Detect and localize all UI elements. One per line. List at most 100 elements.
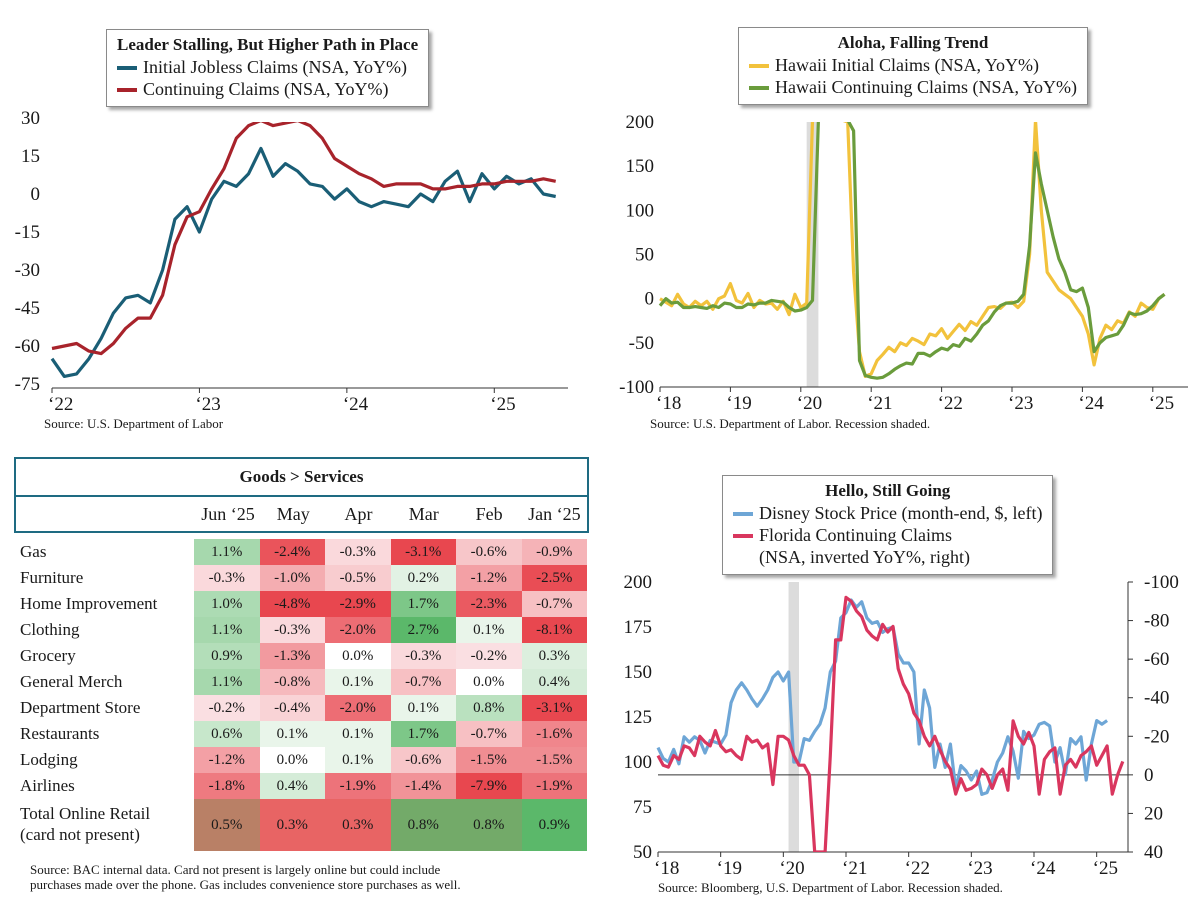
table-cell: 0.1% <box>325 721 391 747</box>
table-row-label: General Merch <box>20 672 123 691</box>
table-row: Total Online Retail (card not present) 0.5… <box>14 799 589 851</box>
x-tick-label: ‘24 <box>1078 393 1104 414</box>
table-source-line2: purchases made over the phone. Gas inclu… <box>30 877 461 892</box>
y-tick-label: 100 <box>626 200 655 221</box>
table-cell: -3.1% <box>521 695 587 721</box>
chart2-source: Source: U.S. Department of Labor. Recess… <box>650 416 931 431</box>
chart2-legend-label-initial: Hawaii Initial Claims (NSA, YoY%) <box>775 55 1039 75</box>
table-cell: -1.6% <box>521 721 587 747</box>
y-tick-label-left: 200 <box>624 572 653 593</box>
table-cell: -1.8% <box>194 773 260 799</box>
recession-shade <box>788 582 799 852</box>
table-cell: -0.5% <box>325 565 391 591</box>
chart4-legend-label-disney: Disney Stock Price (month-end, $, left) <box>759 503 1043 523</box>
table-cell: 1.0% <box>194 591 260 617</box>
table-header-cell: May <box>276 504 310 524</box>
table-cell: 0.0% <box>325 643 391 669</box>
chart2-legend: Aloha, Falling Trend Hawaii Initial Clai… <box>738 27 1089 105</box>
table-cell: -1.3% <box>259 643 325 669</box>
y-tick-label: 150 <box>626 156 655 177</box>
table-row-label: Home Improvement <box>20 594 158 613</box>
table-cell: -1.9% <box>325 773 391 799</box>
table-row: Restaurants 0.6% 0.1% 0.1% 1.7% -0.7% -1.6% <box>14 721 589 747</box>
table-row: Furniture -0.3% -1.0% -0.5% 0.2% -1.2% -2.5% <box>14 565 589 591</box>
x-tick-label: ‘21 <box>867 393 892 414</box>
y-tick-label-left: 125 <box>624 707 653 728</box>
x-tick-label: ‘25 <box>490 394 515 415</box>
table-cell: 0.8% <box>456 695 522 721</box>
chart2-legend-entry: Hawaii Continuing Claims (NSA, YoY%) <box>749 76 1077 98</box>
table-cell: -0.3% <box>259 617 325 643</box>
table-title: Goods > Services <box>14 457 589 495</box>
table-row-label: Airlines <box>20 776 75 795</box>
table-cell: -2.4% <box>259 539 325 565</box>
table-header-cell: Jun ‘25 <box>201 504 255 524</box>
chart2-title: Aloha, Falling Trend <box>837 33 989 52</box>
y-tick-label-right: 0 <box>1144 765 1154 786</box>
table-cell: -0.2% <box>456 643 522 669</box>
x-tick-label: ‘20 <box>779 858 804 879</box>
table-cell: -0.3% <box>325 539 391 565</box>
x-tick-label: ‘22 <box>905 858 930 879</box>
table-cell: 0.1% <box>390 695 456 721</box>
chart1-source: Source: U.S. Department of Labor <box>44 416 224 431</box>
table-cell: -1.0% <box>259 565 325 591</box>
x-tick-label: ‘24 <box>343 394 369 415</box>
x-tick-label: ‘18 <box>654 858 679 879</box>
table-cell: -0.8% <box>259 669 325 695</box>
y-tick-label-right: 20 <box>1144 803 1163 824</box>
table-cell: -3.1% <box>390 539 456 565</box>
table-cell: 0.5% <box>194 799 260 851</box>
chart4-legend-entry: Disney Stock Price (month-end, $, left) <box>733 502 1042 524</box>
chart4-legend-swatch-florida <box>733 534 753 538</box>
table-cell: -2.0% <box>325 695 391 721</box>
x-tick-label: ‘25 <box>1149 393 1174 414</box>
table-row-label: Total Online Retail (card not present) <box>20 804 151 844</box>
table-row: Airlines -1.8% 0.4% -1.9% -1.4% -7.9% -1.9% <box>14 773 589 799</box>
table-cell: -0.4% <box>259 695 325 721</box>
table-cell: 0.1% <box>259 721 325 747</box>
series-line-0 <box>50 146 557 378</box>
table-row: General Merch 1.1% -0.8% 0.1% -0.7% 0.0% 0.4% <box>14 669 589 695</box>
table-source-line1: Source: BAC internal data. Card not pres… <box>30 862 441 877</box>
table-cell: 0.0% <box>456 669 522 695</box>
table-cell: 0.4% <box>259 773 325 799</box>
table-header-row: Jun ‘25 May Apr Mar Feb Jan ‘25 <box>14 495 589 533</box>
x-tick-label: ‘20 <box>797 393 822 414</box>
y-tick-label: -60 <box>15 336 40 357</box>
y-tick-label: 15 <box>21 146 40 167</box>
table-header-spacer <box>16 497 195 531</box>
table-body: Gas 1.1% -2.4% -0.3% -3.1% -0.6% -0.9% Furnitur… <box>14 533 589 851</box>
x-tick-label: ‘23 <box>195 394 220 415</box>
table-cell: 1.1% <box>194 539 260 565</box>
chart4-legend: Hello, Still Going Disney Stock Price (m… <box>722 475 1054 575</box>
table-cell: -0.2% <box>194 695 260 721</box>
y-tick-label: -30 <box>15 260 40 281</box>
table-cell: 0.1% <box>325 669 391 695</box>
chart1-legend-swatch-initial <box>117 66 137 70</box>
series-line-1 <box>658 122 1166 380</box>
chart-initial-vs-continuing-claims: 30 15 0 -15 -30 -45 -60 -75 ‘22 ‘23 ‘24 ‘25 <box>15 108 568 415</box>
chart1-legend-entry: Continuing Claims (NSA, YoY%) <box>117 78 418 100</box>
table-cell: -0.3% <box>390 643 456 669</box>
y-tick-label: -50 <box>629 333 654 354</box>
y-tick-label-right: -60 <box>1144 649 1169 670</box>
table-cell: -0.7% <box>521 591 587 617</box>
x-tick-label: ‘23 <box>1008 393 1033 414</box>
table-cell: 0.6% <box>194 721 260 747</box>
table-cell: -0.7% <box>390 669 456 695</box>
table-row-label: Furniture <box>20 568 84 587</box>
y-tick-label-right: 40 <box>1144 842 1163 863</box>
chart2-legend-entry: Hawaii Initial Claims (NSA, YoY%) <box>749 54 1077 76</box>
chart-hawaii-claims: 200 150 100 50 0 -50 -100‘18 ‘19 ‘20 ‘21 ‘22 ‘23 ‘24… <box>619 112 1188 414</box>
table-cell: -0.7% <box>456 721 522 747</box>
x-tick-label: ‘24 <box>1030 858 1056 879</box>
table-source: Source: BAC internal data. Card not pres… <box>30 862 461 892</box>
table-cell: 1.1% <box>194 669 260 695</box>
table-row: Home Improvement 1.0% -4.8% -2.9% 1.7% -2.3% -… <box>14 591 589 617</box>
chart4-legend-label-florida-line1: Florida Continuing Claims <box>759 525 953 545</box>
table-row-label: Lodging <box>20 750 78 769</box>
table-cell: -8.1% <box>521 617 587 643</box>
y-tick-label-right: -20 <box>1144 726 1169 747</box>
y-tick-label: 200 <box>626 112 655 133</box>
